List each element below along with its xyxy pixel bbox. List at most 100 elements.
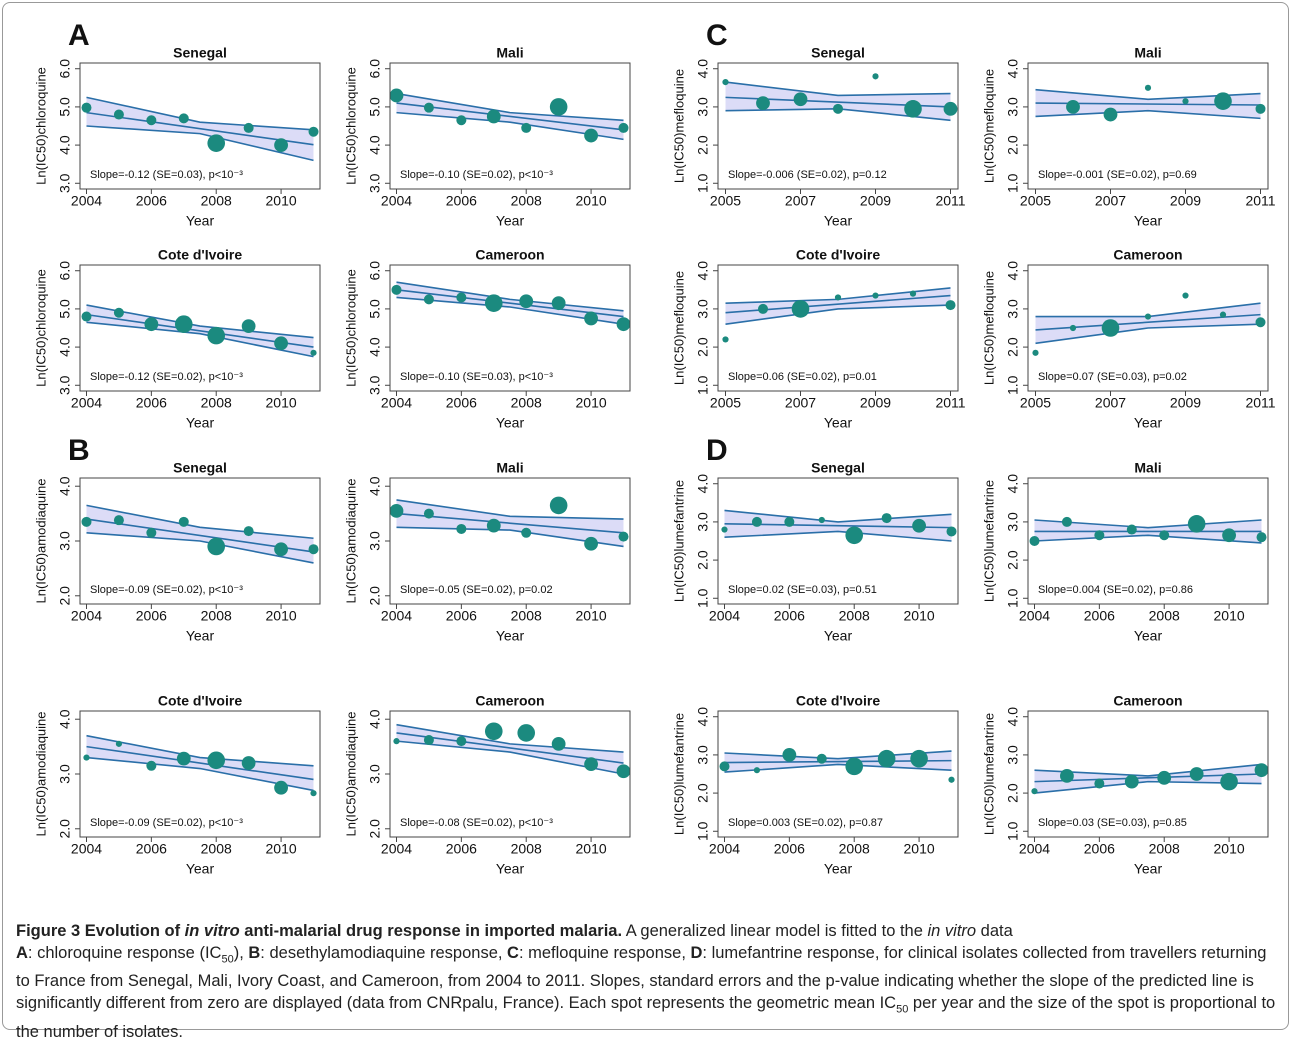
confidence-band [1034,764,1262,794]
x-axis-label: Year [1134,415,1163,431]
caption-run: D [690,944,703,962]
y-tick-label: 3.0 [695,97,711,117]
x-tick-label: 2008 [201,608,232,624]
data-point [551,296,566,311]
data-point [1103,107,1118,122]
y-tick-label: 5.0 [57,299,73,319]
data-point [616,317,631,332]
band-edge [724,763,952,773]
confidence-band [725,287,951,325]
band-edge [1035,109,1261,120]
chart-title: Senegal [173,460,227,476]
data-point [872,292,879,299]
y-tick-label: 2.0 [57,586,73,606]
y-axis-label: Ln(IC50)chloroquine [343,67,358,185]
y-axis-label: Ln(IC50)mefloquine [981,271,996,385]
annotation: Slope=0.07 (SE=0.03), p=0.02 [1038,371,1187,383]
y-tick-label: 6.0 [367,59,383,79]
confidence-band [725,82,951,121]
data-point [1101,319,1120,337]
band-edge [396,723,624,753]
x-tick-label: 2008 [511,841,542,857]
data-point [423,294,434,305]
data-point [1255,103,1266,114]
y-axis-label: Ln(IC50)amodiaquine [33,711,48,836]
y-tick-label: 1.0 [1005,821,1021,841]
x-axis-label: Year [1134,213,1163,229]
x-axis-label: Year [1134,861,1163,877]
data-point [393,738,400,745]
y-tick-label: 6.0 [57,59,73,79]
x-tick-label: 2006 [136,193,167,209]
caption-run: ), [233,944,249,962]
figure: A B C D Senegal 2004 2006 2008 2010 3.0 4.0 5.0 6.0 Y… [33,19,1275,877]
x-axis-label: Year [496,213,525,229]
data-point [872,73,879,80]
x-tick-label: 2006 [136,395,167,411]
data-point [910,749,928,768]
data-point [81,102,92,113]
y-tick-label: 3.0 [367,764,383,784]
plot-frame [717,477,959,605]
y-tick-label: 4.0 [1005,474,1021,494]
data-point [241,756,256,770]
y-tick-label: 3.0 [57,375,73,395]
y-tick-label: 5.0 [367,97,383,117]
x-tick-label: 2010 [266,193,297,209]
data-point [945,300,956,311]
y-tick-label: 2.0 [1005,135,1021,155]
x-tick-label: 2004 [381,193,412,209]
data-point [174,315,193,333]
x-tick-label: 2004 [381,395,412,411]
x-tick-label: 2010 [576,395,607,411]
y-tick-label: 3.0 [695,745,711,765]
x-tick-label: 2004 [1019,608,1050,624]
data-point [1032,349,1039,356]
confidence-band [396,724,624,774]
y-tick-label: 4.0 [695,474,711,494]
data-point [1214,92,1232,110]
fit-line [396,102,624,131]
data-point [912,518,926,533]
caption-run: C [507,944,519,962]
y-tick-label: 3.0 [1005,745,1021,765]
x-tick-label: 2004 [71,395,102,411]
plot-frame [79,264,321,392]
y-tick-label: 3.0 [367,531,383,551]
data-point [1094,778,1105,789]
x-tick-label: 2005 [1020,395,1051,411]
data-point [1256,532,1267,543]
caption-run: A generalized linear model is fitted to … [622,922,928,940]
y-axis-label: Ln(IC50)lumefantrine [671,713,686,835]
y-axis-label: Ln(IC50)mefloquine [981,69,996,183]
x-axis-label: Year [186,861,215,877]
data-point [243,122,254,133]
band-edge [396,92,624,122]
data-point [484,722,503,741]
data-point [423,508,434,519]
annotation: Slope=-0.10 (SE=0.03), p<10⁻³ [400,371,553,383]
caption-run: : mefloquine response, [518,944,691,962]
data-point [391,284,402,295]
band-edge [86,734,314,767]
data-point [904,100,922,118]
x-tick-label: 2010 [904,608,935,624]
x-axis-label: Year [496,415,525,431]
x-tick-label: 2008 [1149,608,1180,624]
x-tick-label: 2005 [710,395,741,411]
x-tick-label: 2006 [446,841,477,857]
y-tick-label: 2.0 [695,783,711,803]
chart-title: Mali [1134,45,1161,61]
y-tick-label: 3.0 [1005,512,1021,532]
y-tick-label: 3.0 [695,299,711,319]
data-point [521,527,532,538]
data-point [1069,324,1077,332]
data-point [1254,763,1269,778]
x-tick-label: 2006 [446,608,477,624]
annotation: Slope=-0.09 (SE=0.02), p<10⁻³ [90,817,243,829]
x-tick-label: 2005 [710,193,741,209]
x-tick-label: 2010 [576,193,607,209]
y-tick-label: 4.0 [367,476,383,496]
x-tick-label: 2004 [1019,841,1050,857]
